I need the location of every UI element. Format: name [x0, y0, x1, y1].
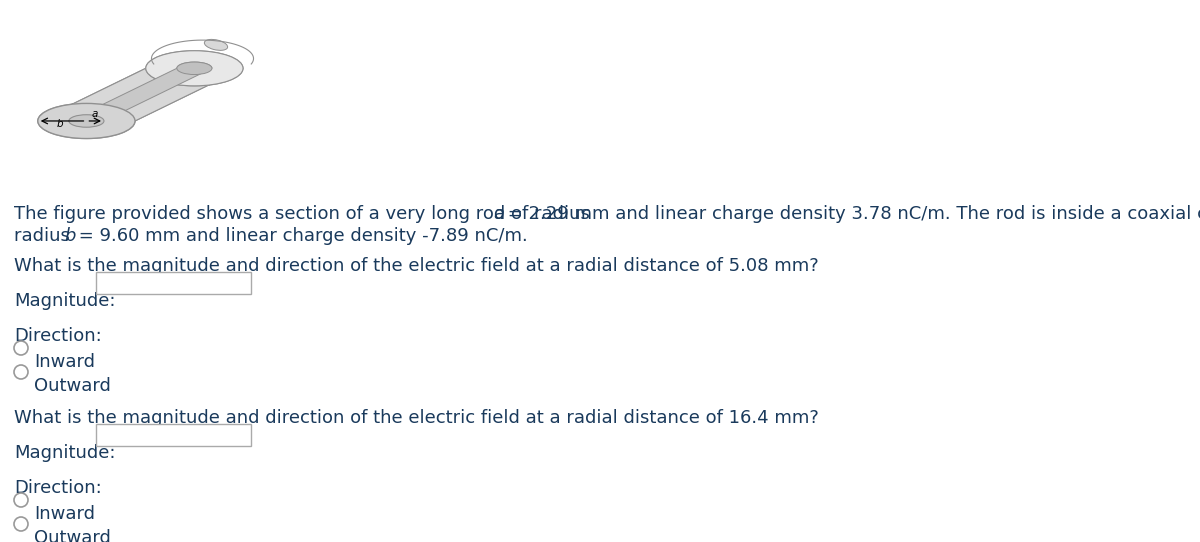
Text: a: a	[91, 109, 97, 119]
Ellipse shape	[146, 51, 242, 86]
Ellipse shape	[204, 40, 228, 50]
Text: a: a	[493, 205, 504, 223]
Text: Direction:: Direction:	[14, 479, 102, 497]
Ellipse shape	[38, 104, 134, 139]
Ellipse shape	[68, 115, 104, 127]
FancyBboxPatch shape	[96, 424, 251, 446]
Ellipse shape	[176, 62, 212, 75]
Text: The figure provided shows a section of a very long rod of radius: The figure provided shows a section of a…	[14, 205, 595, 223]
Text: Outward: Outward	[34, 377, 110, 395]
Text: = 9.60 mm and linear charge density -7.89 nC/m.: = 9.60 mm and linear charge density -7.8…	[72, 227, 527, 245]
FancyBboxPatch shape	[96, 272, 251, 294]
Text: Inward: Inward	[34, 505, 95, 523]
Text: Magnitude:: Magnitude:	[14, 292, 115, 310]
Text: b: b	[56, 119, 62, 129]
Text: b: b	[64, 227, 76, 245]
Polygon shape	[68, 62, 212, 121]
Text: Inward: Inward	[34, 353, 95, 371]
Text: Outward: Outward	[34, 529, 110, 542]
Text: What is the magnitude and direction of the electric field at a radial distance o: What is the magnitude and direction of t…	[14, 257, 818, 275]
Polygon shape	[38, 68, 242, 139]
Text: Direction:: Direction:	[14, 327, 102, 345]
Text: radius: radius	[14, 227, 76, 245]
Text: = 2.29 mm and linear charge density 3.78 nC/m. The rod is inside a coaxial cylin: = 2.29 mm and linear charge density 3.78…	[502, 205, 1200, 223]
Polygon shape	[38, 51, 242, 121]
Text: What is the magnitude and direction of the electric field at a radial distance o: What is the magnitude and direction of t…	[14, 409, 818, 427]
Text: Magnitude:: Magnitude:	[14, 444, 115, 462]
